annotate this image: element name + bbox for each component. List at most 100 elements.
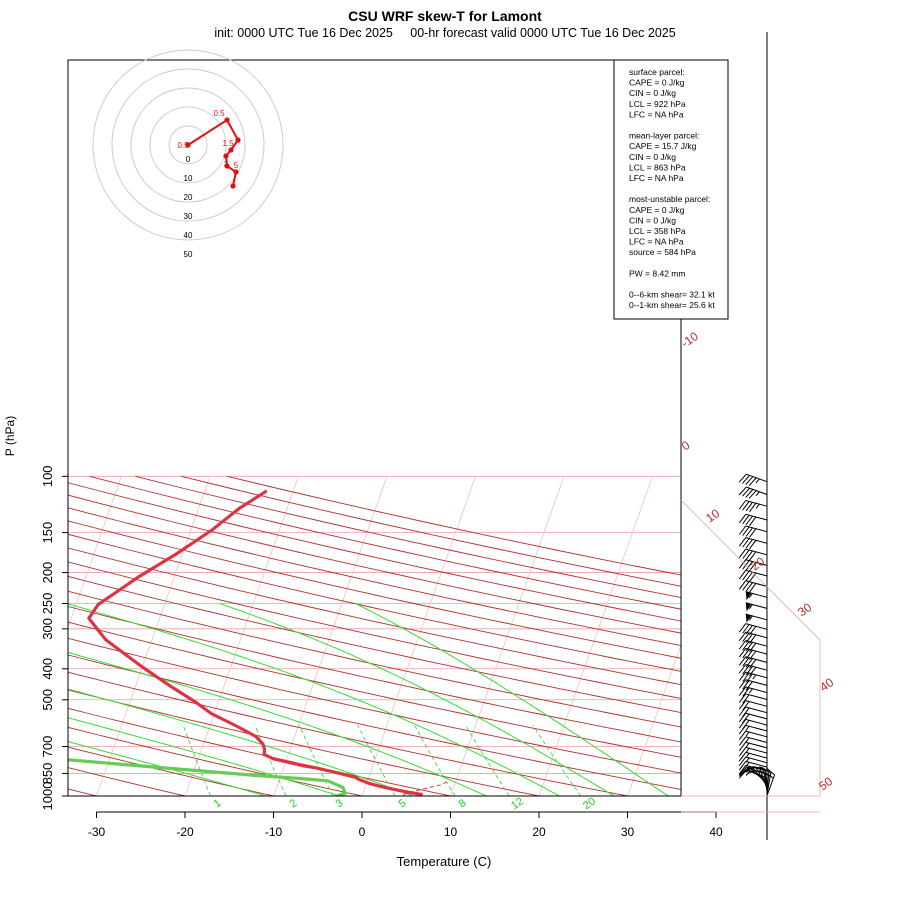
- mixing-ratio-line: [357, 724, 396, 796]
- wind-barb: [738, 537, 768, 550]
- hodograph-height-label: 0.5: [213, 109, 225, 118]
- dry-adiabat-label: 10: [703, 506, 722, 525]
- parcel-info-line: LCL = 358 hPa: [629, 226, 686, 236]
- sounding-series: [68, 489, 447, 796]
- isotherm-line: [0, 476, 33, 802]
- x-tick-label: 30: [621, 825, 635, 839]
- moist-adiabat-label: 12: [509, 795, 526, 812]
- wind-barb: [738, 724, 768, 735]
- isotherm-line: [361, 476, 476, 796]
- hodograph-ring: [111, 68, 265, 222]
- parcel-info-line: LCL = 863 hPa: [629, 162, 686, 172]
- wind-barb: [738, 686, 768, 697]
- y-tick-label: 400: [40, 658, 55, 680]
- wind-barb: [738, 730, 768, 741]
- parcel-info-line: CAPE = 0 J/kg: [629, 78, 685, 88]
- moist-adiabat: [68, 603, 561, 796]
- dry-adiabat: [0, 476, 35, 803]
- parcel-info-line: PW = 8.42 mm: [629, 268, 685, 278]
- moist-adiabat-label: 5: [397, 797, 409, 810]
- wind-barb: [738, 473, 768, 487]
- hodograph-ring-label: 10: [184, 174, 193, 183]
- hodograph-ring-label: 50: [184, 250, 193, 259]
- hodograph-point: [224, 117, 230, 123]
- parcel-line: [402, 781, 447, 796]
- dry-adiabat: [135, 475, 681, 599]
- moist-adiabat: [68, 688, 415, 796]
- hodograph-trace: [187, 118, 240, 187]
- hodograph-height-label: 5: [234, 161, 239, 170]
- isotherm-line: [891, 476, 900, 802]
- mixing-ratio-line: [254, 724, 287, 796]
- hodograph-ring-label: 0: [186, 155, 191, 164]
- y-axis-title: P (hPa): [3, 416, 17, 456]
- x-tick-label: -20: [176, 825, 194, 839]
- hodograph-point: [230, 183, 236, 189]
- axes: -30 -20 -10 0 10 20 30 40 100 150 200 250 300 400 500 7…: [40, 465, 723, 839]
- hodograph-point: [228, 147, 234, 153]
- dry-adiabat: [68, 767, 187, 796]
- mixing-ratio-line: [532, 724, 582, 796]
- y-tick-label: 150: [40, 522, 55, 544]
- dry-adiabat: [68, 726, 365, 796]
- isotherm-line: [184, 476, 299, 796]
- dry-adiabat: [68, 547, 681, 686]
- hodograph-point: [185, 142, 191, 148]
- hodograph-height-label: 1.5: [222, 139, 234, 148]
- y-tick-label: 700: [40, 736, 55, 758]
- wind-barb: [766, 767, 775, 796]
- wind-barb: [738, 640, 768, 653]
- chart-subtitle: init: 0000 UTC Tue 16 Dec 2025 00-hr for…: [214, 26, 675, 40]
- hodograph-ring: [149, 106, 227, 184]
- dry-adiabat: [68, 637, 681, 774]
- wind-barb: [738, 580, 768, 593]
- parcel-info-line: source = 584 hPa: [629, 247, 696, 257]
- wind-barb: [745, 602, 768, 612]
- dewpoint-line: [68, 758, 347, 796]
- hodograph: 0 10 20 30 40 50 0.5 1.5 3 5 0.5: [92, 49, 284, 259]
- moist-adiabat: [355, 603, 670, 796]
- wind-barb: [738, 548, 768, 561]
- parcel-info-line: LFC = NA hPa: [629, 173, 684, 183]
- mixing-ratio-line: [182, 724, 211, 796]
- x-tick-label: 10: [444, 825, 458, 839]
- wind-barb: [738, 718, 768, 730]
- dry-adiabat: [68, 520, 681, 659]
- wind-barb: [738, 736, 768, 746]
- moist-adiabat-label: 1: [212, 797, 224, 810]
- dry-adiabat: [68, 621, 681, 758]
- hodograph-ring: [168, 125, 208, 165]
- wind-barb: [745, 613, 768, 623]
- mixing-ratio-line: [414, 724, 456, 796]
- hodograph-point: [224, 163, 230, 169]
- moist-adiabat-label: 2: [288, 797, 300, 810]
- dry-adiabat: [68, 605, 681, 743]
- moist-adiabat-label: 3: [334, 797, 346, 810]
- parcel-info-line: LFC = NA hPa: [629, 237, 684, 247]
- isotherm-line: [68, 476, 122, 629]
- wind-barb: [738, 746, 768, 757]
- wind-barb: [738, 500, 768, 513]
- dry-adiabat: [68, 494, 681, 634]
- parcel-info-line: most-unstable parcel:: [629, 194, 710, 204]
- moist-adiabat-label: 20: [581, 795, 598, 812]
- dry-adiabat: [68, 482, 681, 622]
- background-lines: [0, 475, 900, 803]
- parcel-info-line: CAPE = 0 J/kg: [629, 205, 685, 215]
- dry-adiabat: [68, 671, 630, 796]
- moist-adiabat: [68, 651, 488, 796]
- x-tick-label: 0: [359, 825, 366, 839]
- wind-barb: [745, 591, 768, 601]
- mixing-ratio-line: [298, 724, 334, 796]
- plot-frame: [67, 59, 682, 797]
- parcel-info-line: CIN = 0 J/kg: [629, 215, 676, 225]
- wind-barb: [738, 513, 768, 526]
- moist-adiabat-labels: 1 2 3 5 8 12 20: [212, 795, 598, 812]
- y-tick-label: 850: [40, 763, 55, 785]
- dry-adiabat-extensions: [680, 499, 821, 813]
- dry-adiabat: [89, 475, 681, 610]
- parcel-info-line: 0--6-km shear= 32.1 kt: [629, 290, 715, 300]
- dry-adiabat-label: 30: [795, 600, 814, 619]
- hodograph-point: [235, 137, 241, 143]
